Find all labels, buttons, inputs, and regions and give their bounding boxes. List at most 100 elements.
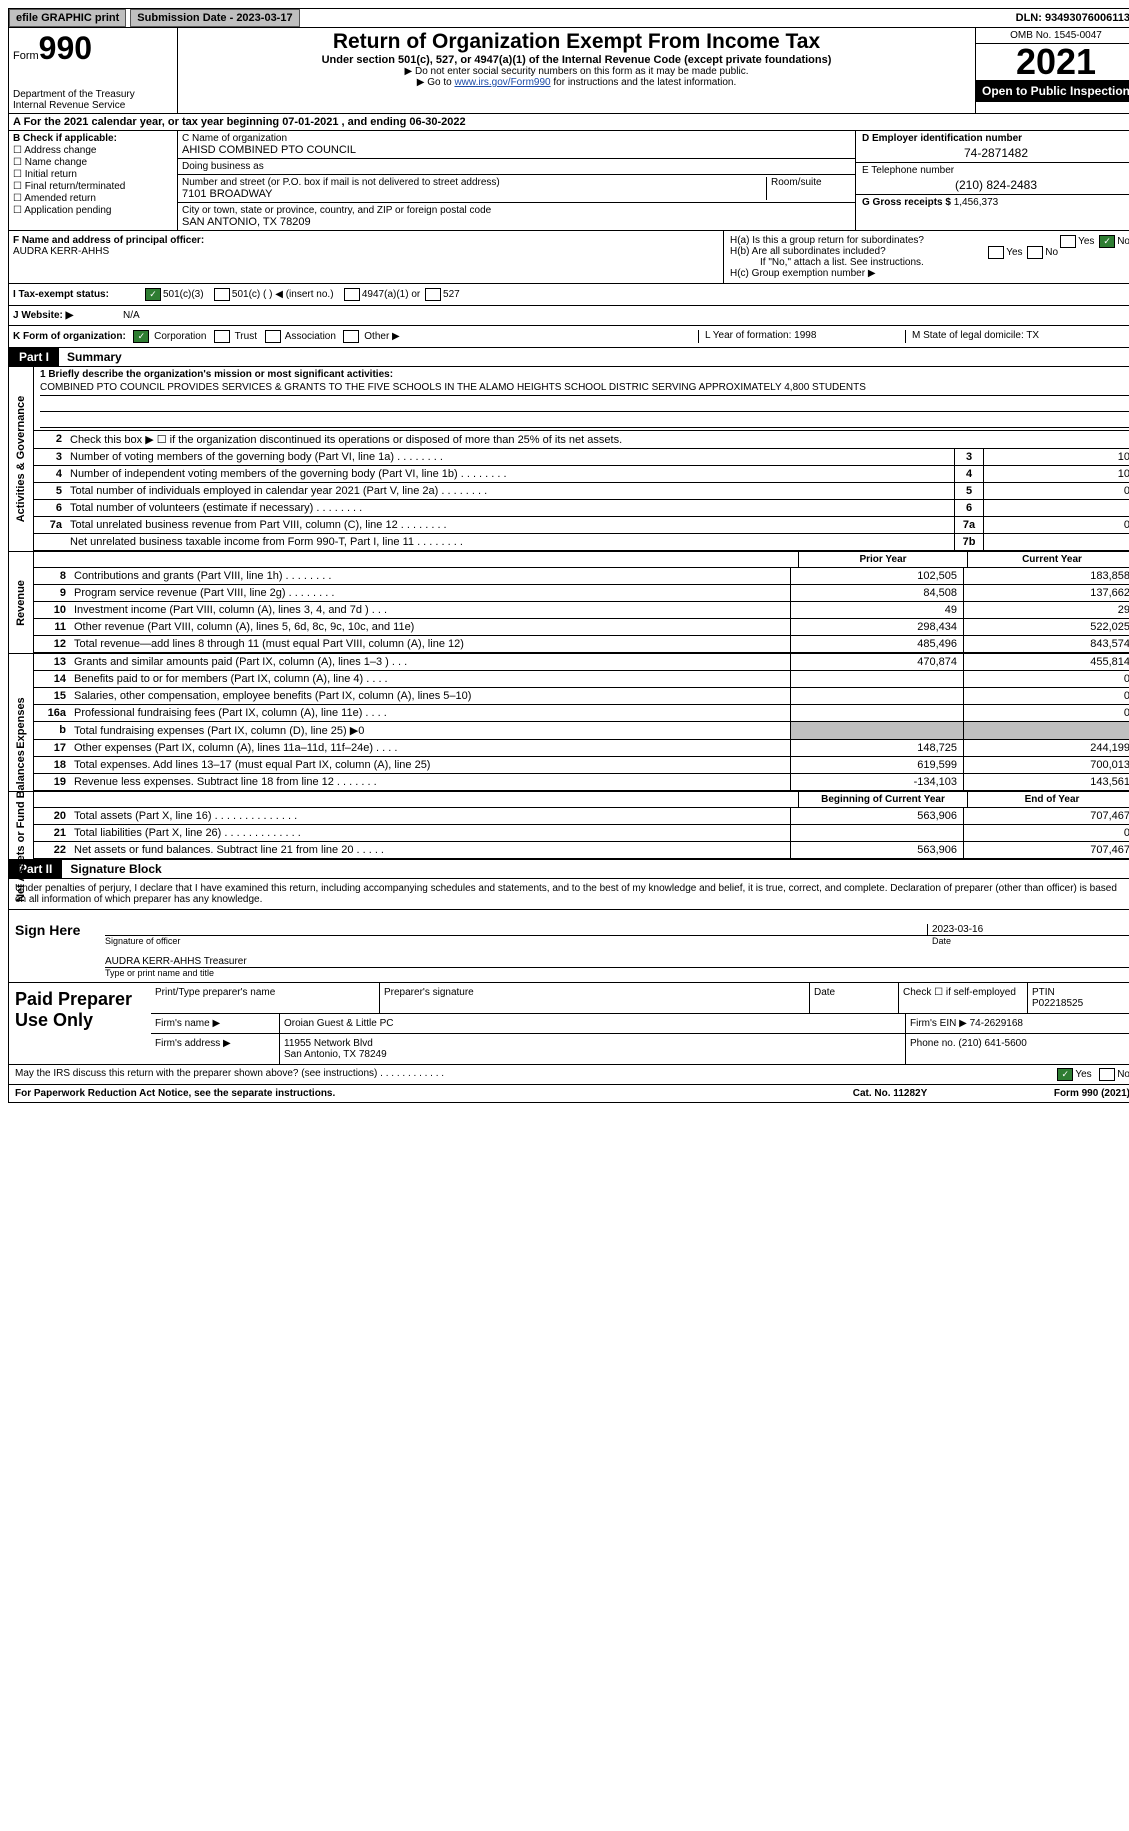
- chk-assoc[interactable]: [265, 330, 281, 343]
- chk-other[interactable]: [343, 330, 359, 343]
- revenue-section: Revenue Prior Year Current Year 8Contrib…: [8, 552, 1129, 654]
- c-dba: Doing business as: [178, 159, 855, 175]
- chk-amended-return[interactable]: ☐ Amended return: [13, 193, 173, 204]
- submission-date-button[interactable]: Submission Date - 2023-03-17: [130, 9, 299, 27]
- preparer-row3: Firm's address ▶ 11955 Network Blvd San …: [151, 1034, 1129, 1064]
- chk-501c3[interactable]: ✓: [145, 288, 161, 301]
- part2-title: Signature Block: [62, 860, 169, 878]
- h-group: H(a) Is this a group return for subordin…: [723, 231, 1129, 283]
- c-city: City or town, state or province, country…: [178, 203, 855, 230]
- website-value: N/A: [123, 310, 140, 321]
- c-street: Number and street (or P.O. box if mail i…: [178, 175, 855, 203]
- column-c: C Name of organization AHISD COMBINED PT…: [178, 131, 855, 230]
- street-value: 7101 BROADWAY: [182, 188, 766, 200]
- summary-line-7b: Net unrelated business taxable income fr…: [34, 534, 1129, 551]
- chk-501c[interactable]: [214, 288, 230, 301]
- activities-governance: Activities & Governance 1 Briefly descri…: [8, 367, 1129, 552]
- net-header: Beginning of Current Year End of Year: [34, 792, 1129, 808]
- sig-date: 2023-03-16: [927, 924, 1129, 935]
- note-ssn: ▶ Do not enter social security numbers o…: [182, 66, 971, 77]
- m-state: M State of legal domicile: TX: [905, 330, 1129, 343]
- column-d-e-g: D Employer identification number 74-2871…: [855, 131, 1129, 230]
- summary-line-4: 4Number of independent voting members of…: [34, 466, 1129, 483]
- summary-line-5: 5Total number of individuals employed in…: [34, 483, 1129, 500]
- irs-link[interactable]: www.irs.gov/Form990: [454, 77, 550, 88]
- room-suite: Room/suite: [766, 177, 851, 200]
- g-gross: G Gross receipts $ 1,456,373: [856, 195, 1129, 210]
- preparer-row2: Firm's name ▶ Oroian Guest & Little PC F…: [151, 1014, 1129, 1034]
- paid-preparer-block: Paid Preparer Use Only Print/Type prepar…: [8, 983, 1129, 1065]
- e-phone: E Telephone number (210) 824-2483: [856, 163, 1129, 195]
- discuss-no[interactable]: [1099, 1068, 1115, 1081]
- chk-corp[interactable]: ✓: [133, 330, 149, 343]
- f-officer: F Name and address of principal officer:…: [9, 231, 723, 283]
- ein-value: 74-2871482: [862, 146, 1129, 160]
- top-bar: efile GRAPHIC print Submission Date - 20…: [8, 8, 1129, 28]
- form-title: Return of Organization Exempt From Incom…: [182, 30, 971, 54]
- line-19: 19Revenue less expenses. Subtract line 1…: [34, 774, 1129, 791]
- form-990-label: Form 990 (2021): [990, 1088, 1129, 1099]
- chk-application-pending[interactable]: ☐ Application pending: [13, 205, 173, 216]
- line-18: 18Total expenses. Add lines 13–17 (must …: [34, 757, 1129, 774]
- line-12: 12Total revenue—add lines 8 through 11 (…: [34, 636, 1129, 653]
- line-20: 20Total assets (Part X, line 16) . . . .…: [34, 808, 1129, 825]
- line-22: 22Net assets or fund balances. Subtract …: [34, 842, 1129, 859]
- row-i-tax-status: I Tax-exempt status: ✓ 501(c)(3) 501(c) …: [8, 284, 1129, 306]
- c-name: C Name of organization AHISD COMBINED PT…: [178, 131, 855, 159]
- l-year: L Year of formation: 1998: [698, 330, 905, 343]
- footer-final: For Paperwork Reduction Act Notice, see …: [8, 1085, 1129, 1103]
- ha-yes[interactable]: [1060, 235, 1076, 248]
- hb-yes[interactable]: [988, 246, 1004, 259]
- sign-here-label: Sign Here: [9, 910, 101, 982]
- sign-here-block: Sign Here 2023-03-16 Signature of office…: [8, 910, 1129, 983]
- revenue-header: Prior Year Current Year: [34, 552, 1129, 568]
- ptin-value: P02218525: [1032, 998, 1083, 1009]
- part1-tag: Part I: [9, 348, 59, 366]
- open-inspection: Open to Public Inspection: [976, 80, 1129, 102]
- chk-address-change[interactable]: ☐ Address change: [13, 145, 173, 156]
- ha-no[interactable]: ✓: [1099, 235, 1115, 248]
- h-c: H(c) Group exemption number ▶: [730, 268, 1129, 279]
- header-left: Form990 Department of the Treasury Inter…: [9, 28, 178, 113]
- summary-line-3: 3Number of voting members of the governi…: [34, 449, 1129, 466]
- note-link: ▶ Go to www.irs.gov/Form990 for instruct…: [182, 77, 971, 88]
- line-8: 8Contributions and grants (Part VIII, li…: [34, 568, 1129, 585]
- signature-line[interactable]: 2023-03-16: [105, 924, 1129, 936]
- dln-text: DLN: 93493076006113: [1016, 12, 1129, 24]
- summary-line-6: 6Total number of volunteers (estimate if…: [34, 500, 1129, 517]
- hb-no[interactable]: [1027, 246, 1043, 259]
- b-heading: B Check if applicable:: [13, 133, 173, 144]
- line-1-mission: 1 Briefly describe the organization's mi…: [34, 367, 1129, 431]
- chk-initial-return[interactable]: ☐ Initial return: [13, 169, 173, 180]
- signature-declaration: Under penalties of perjury, I declare th…: [8, 879, 1129, 910]
- line-13: 13Grants and similar amounts paid (Part …: [34, 654, 1129, 671]
- line-10: 10Investment income (Part VIII, column (…: [34, 602, 1129, 619]
- line-21: 21Total liabilities (Part X, line 26) . …: [34, 825, 1129, 842]
- discuss-yes[interactable]: ✓: [1057, 1068, 1073, 1081]
- expenses-section: Expenses 13Grants and similar amounts pa…: [8, 654, 1129, 792]
- chk-527[interactable]: [425, 288, 441, 301]
- efile-button[interactable]: efile GRAPHIC print: [9, 9, 126, 27]
- chk-trust[interactable]: [214, 330, 230, 343]
- irs-label: Internal Revenue Service: [13, 100, 173, 111]
- preparer-row1: Print/Type preparer's name Preparer's si…: [151, 983, 1129, 1014]
- line-9: 9Program service revenue (Part VIII, lin…: [34, 585, 1129, 602]
- line-16a: 16aProfessional fundraising fees (Part I…: [34, 705, 1129, 722]
- line-15: 15Salaries, other compensation, employee…: [34, 688, 1129, 705]
- summary-line-7a: 7aTotal unrelated business revenue from …: [34, 517, 1129, 534]
- phone-value: (210) 824-2483: [862, 178, 1129, 192]
- dept-treasury: Department of the Treasury: [13, 89, 173, 100]
- h-a: H(a) Is this a group return for subordin…: [730, 235, 1129, 246]
- vlabel-net: Net Assets or Fund Balances: [9, 792, 34, 859]
- row-j-website: J Website: ▶ N/A: [8, 306, 1129, 326]
- form-number: Form990: [13, 30, 173, 67]
- part1-header: Part I Summary: [8, 348, 1129, 367]
- chk-name-change[interactable]: ☐ Name change: [13, 157, 173, 168]
- chk-4947[interactable]: [344, 288, 360, 301]
- row-k-form-org: K Form of organization: ✓ Corporation Tr…: [8, 326, 1129, 348]
- line-17: 17Other expenses (Part IX, column (A), l…: [34, 740, 1129, 757]
- line-2: 2 Check this box ▶ ☐ if the organization…: [34, 431, 1129, 449]
- d-ein: D Employer identification number 74-2871…: [856, 131, 1129, 163]
- chk-final-return[interactable]: ☐ Final return/terminated: [13, 181, 173, 192]
- form-header: Form990 Department of the Treasury Inter…: [8, 28, 1129, 114]
